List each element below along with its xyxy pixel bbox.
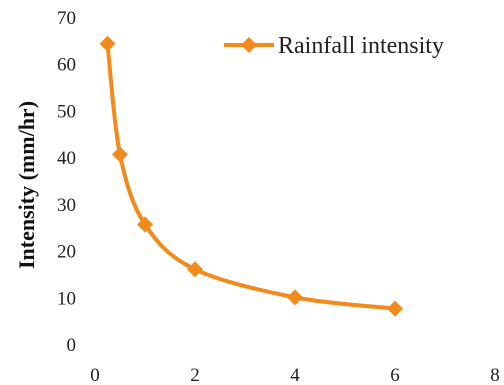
y-tick-label: 20 xyxy=(57,242,76,263)
series-line xyxy=(105,41,397,311)
legend-diamond-marker xyxy=(241,37,257,53)
y-tick-labels: 0 10 20 30 40 50 60 70 xyxy=(57,8,76,356)
data-point-diamond xyxy=(287,289,303,306)
y-tick-label: 70 xyxy=(57,8,76,29)
x-tick-label: 2 xyxy=(190,365,200,385)
data-point-diamond xyxy=(112,146,128,163)
data-point-diamond xyxy=(99,35,116,52)
legend: Rainfall intensity xyxy=(224,33,444,59)
x-tick-labels: 0 2 4 6 8 xyxy=(90,365,500,385)
y-tick-label: 50 xyxy=(57,101,76,122)
legend-label: Rainfall intensity xyxy=(278,33,444,59)
y-tick-label: 10 xyxy=(57,288,76,309)
y-tick-label: 0 xyxy=(67,335,77,356)
y-tick-label: 40 xyxy=(57,148,76,169)
x-tick-label: 0 xyxy=(90,365,100,385)
y-axis-title: Intensity (mm/hr) xyxy=(14,101,39,269)
y-tick-label: 30 xyxy=(57,195,76,216)
data-point-diamond xyxy=(387,300,403,317)
data-point-diamond xyxy=(137,216,153,233)
x-tick-label: 8 xyxy=(490,365,500,385)
y-tick-label: 60 xyxy=(57,55,76,76)
x-tick-label: 4 xyxy=(290,365,300,385)
series-layer xyxy=(99,35,403,317)
data-point-diamond xyxy=(187,261,203,278)
x-tick-label: 6 xyxy=(390,365,400,385)
